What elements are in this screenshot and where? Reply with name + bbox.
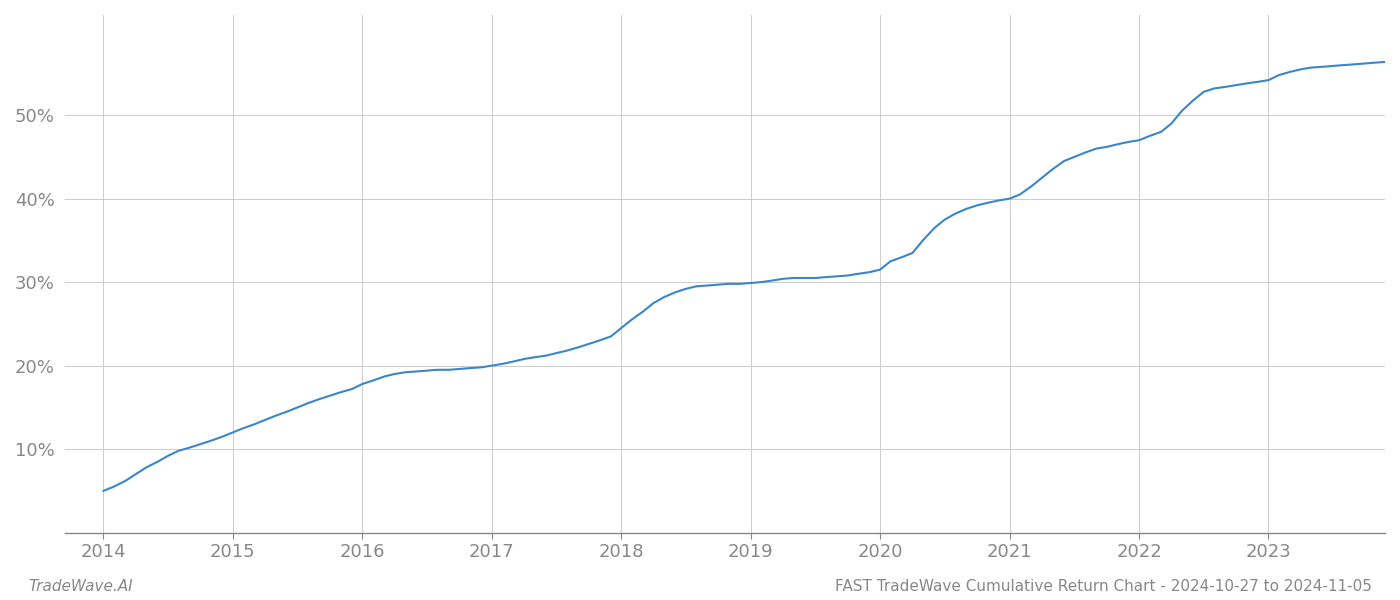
Text: FAST TradeWave Cumulative Return Chart - 2024-10-27 to 2024-11-05: FAST TradeWave Cumulative Return Chart -… <box>836 579 1372 594</box>
Text: TradeWave.AI: TradeWave.AI <box>28 579 133 594</box>
